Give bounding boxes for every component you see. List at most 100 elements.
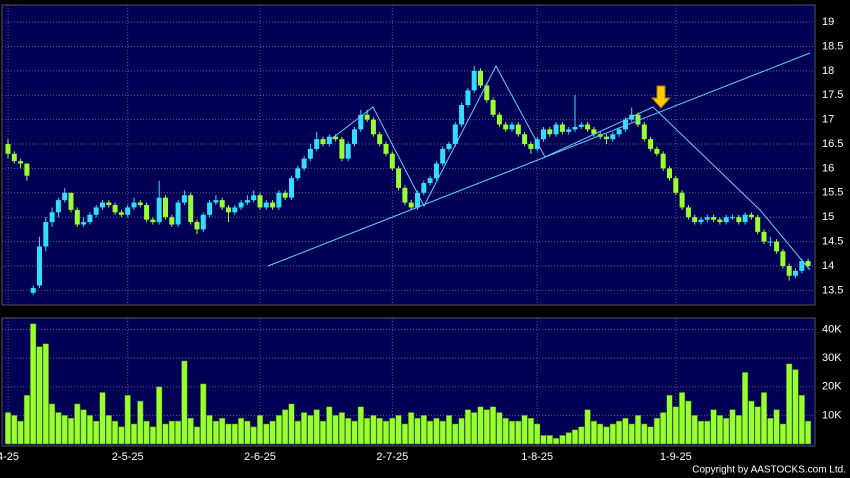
candle-body bbox=[137, 202, 143, 205]
candle-body bbox=[156, 197, 162, 223]
candle-body bbox=[238, 202, 244, 208]
volume-bar bbox=[647, 426, 654, 445]
candle-body bbox=[18, 161, 24, 164]
volume-bar bbox=[187, 417, 194, 445]
candle-body bbox=[622, 119, 628, 130]
candle-body bbox=[74, 209, 80, 225]
candle-body bbox=[402, 187, 408, 203]
candle-body bbox=[175, 202, 181, 225]
volume-bar bbox=[697, 420, 705, 445]
candle-body bbox=[163, 197, 168, 218]
volume-bar bbox=[244, 420, 251, 445]
candle-body bbox=[37, 246, 42, 286]
volume-bar bbox=[477, 406, 484, 445]
candle-body bbox=[692, 217, 698, 223]
candle-body bbox=[572, 126, 578, 130]
candle-body bbox=[301, 158, 307, 169]
volume-bar bbox=[99, 392, 106, 445]
candle-body bbox=[522, 134, 528, 145]
volume-bar bbox=[716, 415, 723, 445]
volume-bar bbox=[748, 400, 755, 445]
candle-body bbox=[282, 192, 288, 198]
volume-bar bbox=[181, 360, 188, 445]
volume-bar bbox=[641, 423, 648, 445]
candle-body bbox=[207, 202, 213, 215]
volume-bar bbox=[723, 417, 730, 445]
candle-body bbox=[761, 231, 767, 242]
volume-bar bbox=[603, 426, 610, 445]
candle-body bbox=[667, 168, 672, 179]
candle-body bbox=[396, 168, 402, 188]
volume-bar bbox=[112, 420, 119, 445]
candle-body bbox=[257, 195, 263, 208]
candle-body bbox=[55, 200, 61, 213]
volume-bar bbox=[786, 363, 793, 445]
candle-body bbox=[87, 214, 93, 223]
y-tick-label: 15 bbox=[822, 211, 834, 223]
volume-bar bbox=[427, 420, 434, 445]
candle-body bbox=[610, 134, 616, 140]
volume-bar bbox=[212, 420, 219, 445]
candle-body bbox=[68, 192, 74, 210]
volume-bar bbox=[672, 406, 679, 445]
candle-body bbox=[276, 192, 282, 208]
candle-body bbox=[616, 129, 622, 135]
candle-body bbox=[541, 129, 546, 140]
x-tick-label: 1-8-25 bbox=[521, 451, 553, 463]
volume-bar bbox=[414, 417, 421, 445]
volume-bar bbox=[527, 417, 534, 445]
volume-bar bbox=[458, 417, 465, 445]
x-tick-label: 2-6-25 bbox=[244, 451, 276, 463]
volume-bar bbox=[124, 395, 131, 445]
candle-body bbox=[717, 219, 723, 223]
candle-body bbox=[24, 163, 30, 176]
candle-body bbox=[49, 212, 55, 223]
volume-bar bbox=[364, 417, 371, 445]
candle-body bbox=[799, 261, 805, 271]
trend-line bbox=[267, 52, 811, 267]
volume-bar bbox=[326, 406, 333, 445]
pattern-line bbox=[329, 64, 811, 271]
volume-bar bbox=[67, 417, 75, 445]
volume-bar bbox=[294, 420, 301, 445]
candle-body bbox=[528, 144, 534, 149]
volume-bar bbox=[130, 423, 138, 445]
candle-body bbox=[578, 124, 584, 127]
volume-bar bbox=[571, 429, 579, 445]
y-tick-label: 14.5 bbox=[822, 235, 843, 247]
candle-body bbox=[364, 114, 370, 120]
volume-bar bbox=[584, 409, 591, 445]
volume-bar bbox=[55, 412, 62, 445]
volume-bar bbox=[628, 423, 635, 445]
volume-bar bbox=[616, 420, 623, 445]
volume-bar bbox=[515, 420, 522, 445]
candle-body bbox=[377, 134, 383, 145]
candle-body bbox=[125, 207, 131, 215]
y-tick-label: 19 bbox=[822, 16, 834, 28]
volume-bar bbox=[93, 420, 100, 445]
volume-bar bbox=[609, 423, 616, 445]
volume-bar bbox=[710, 409, 717, 445]
candle-body bbox=[251, 195, 257, 201]
marks bbox=[4, 65, 812, 445]
volume-bar bbox=[521, 415, 528, 445]
volume-bar bbox=[149, 426, 156, 445]
x-tick-label: 4-25 bbox=[0, 451, 19, 463]
candle-body bbox=[446, 144, 452, 149]
candle-body bbox=[314, 139, 320, 149]
volume-bar bbox=[256, 415, 264, 445]
volume-bar bbox=[754, 406, 761, 445]
candle-body bbox=[452, 124, 458, 145]
candle-body bbox=[767, 241, 773, 243]
candle-body bbox=[748, 214, 754, 218]
candle-body bbox=[100, 202, 105, 208]
candle-body bbox=[755, 217, 761, 232]
volume-bar bbox=[483, 409, 490, 445]
volume-bar bbox=[143, 420, 150, 445]
volume-bar bbox=[345, 417, 352, 445]
volume-bar bbox=[162, 423, 169, 445]
candle-body bbox=[93, 207, 99, 215]
candle-body bbox=[112, 205, 118, 213]
y-tick-label: 20K bbox=[822, 381, 842, 393]
candle-body bbox=[11, 153, 17, 162]
